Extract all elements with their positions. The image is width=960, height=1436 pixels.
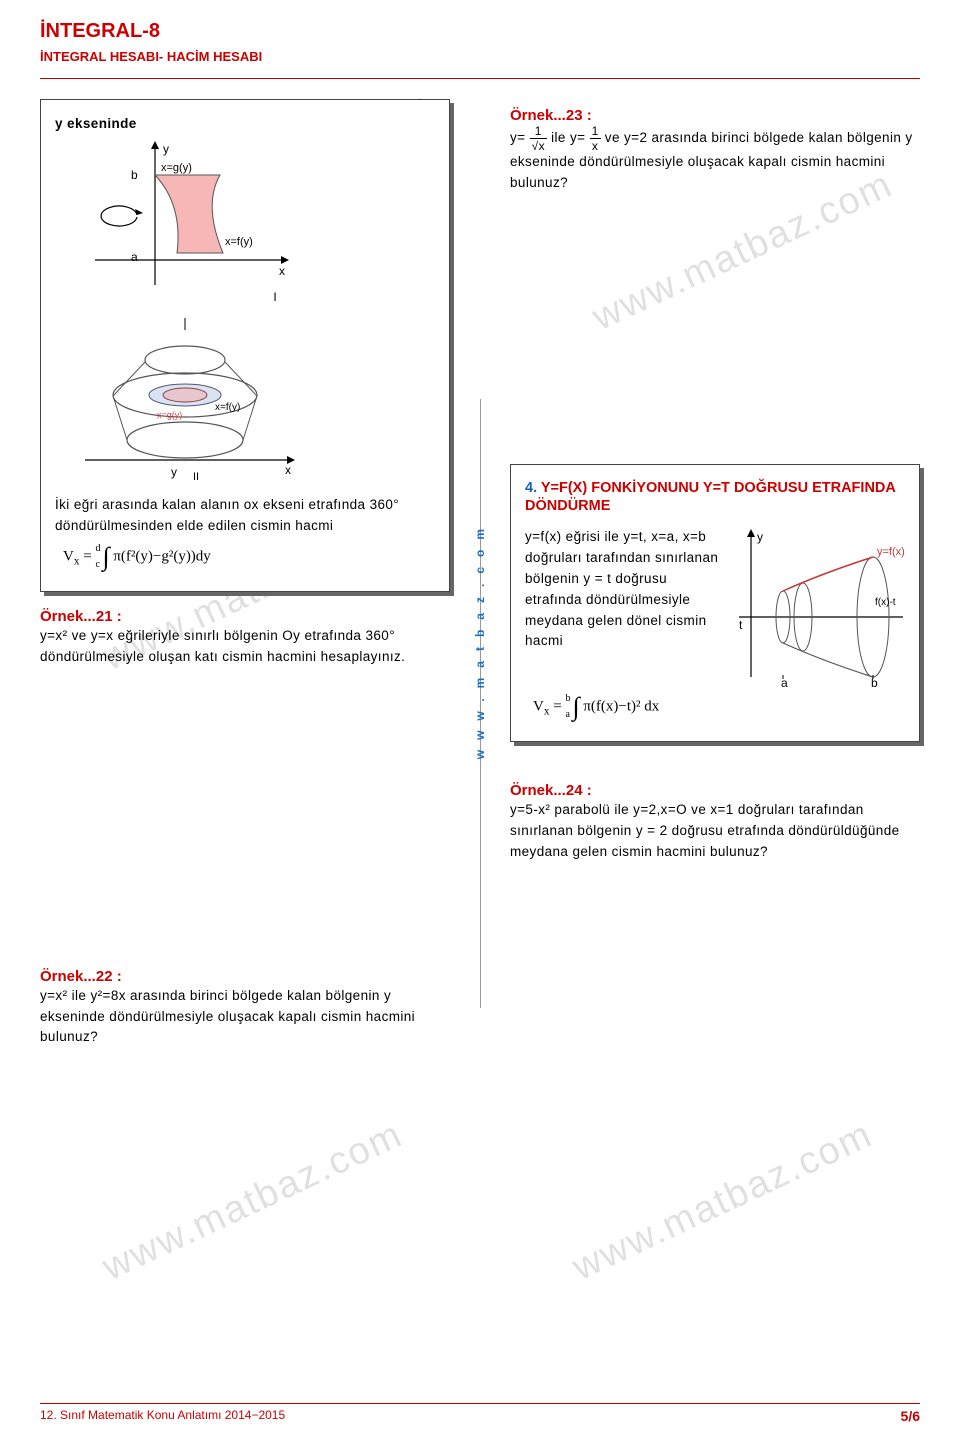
label-xgy: x=g(y)	[161, 162, 192, 174]
watermark: www.matbaz.com	[96, 1113, 409, 1290]
label-a-3: a	[781, 676, 788, 687]
ornek21: Örnek...21 : y=x² ve y=x eğrileriyle sın…	[40, 608, 450, 668]
axis-y-label-3: y	[757, 530, 763, 544]
label-fxt: f(x)-t	[875, 597, 896, 608]
box-y-axis-rotation: y ekseninde y x b a x=g(y) x=f(y)	[40, 99, 450, 592]
formula-two-curves: Vx = dc∫ π(f²(y)−g²(y))dy	[63, 545, 435, 569]
box1-title: y ekseninde	[55, 114, 435, 135]
label-xfy-2: x=f(y)	[215, 402, 240, 413]
axis-x-label-2: x	[285, 463, 291, 477]
right-column: Örnek...23 : y= 1√x ile y= 1x ve y=2 ara…	[490, 99, 920, 1048]
ornek22-label: Örnek...22 :	[40, 968, 122, 985]
box2-intro: İki eğri arasında kalan alanın ox ekseni…	[55, 495, 435, 537]
formula-shift-t: Vx = ba∫ π(f(x)−t)² dx	[533, 695, 905, 719]
ornek23-pre: y=	[510, 130, 530, 145]
formula-sub-x-2: x	[544, 705, 550, 717]
ornek22-text: y=x² ile y²=8x arasında birinci bölgede …	[40, 986, 450, 1049]
label-II: II	[193, 471, 199, 483]
label-t: t	[739, 618, 743, 632]
formula-V: V	[63, 548, 74, 564]
ornek23-text: y= 1√x ile y= 1x ve y=2 arasında birinci…	[510, 125, 920, 194]
ornek21-text: y=x² ve y=x eğrileriyle sınırlı bölgenin…	[40, 626, 450, 668]
ornek23-label: Örnek...23 :	[510, 107, 592, 124]
footer-row: 12. Sınıf Matematik Konu Anlatımı 2014−2…	[40, 1408, 920, 1424]
label-b-3: b	[871, 676, 878, 687]
column-separator: www.matbaz.com	[470, 99, 490, 1048]
axis-x-label: x	[279, 264, 285, 278]
page: İNTEGRAL-8 İNTEGRAL HESABI- HACİM HESABI…	[0, 0, 960, 1436]
section4-body: y=f(x) eğrisi ile y=t, x=a, x=b doğrular…	[525, 527, 725, 687]
int-limits-2: ba	[565, 695, 570, 719]
page-subtitle: İNTEGRAL HESABI- HACİM HESABI	[40, 49, 920, 64]
ornek24-label: Örnek...24 :	[510, 782, 592, 799]
ornek23: Örnek...23 : y= 1√x ile y= 1x ve y=2 ara…	[510, 107, 920, 194]
ornek24-text: y=5-x² parabolü ile y=2,x=O ve x=1 doğru…	[510, 800, 920, 863]
label-xgy-2: x=g(y)	[157, 410, 182, 420]
label-b: b	[131, 168, 138, 182]
ornek22: Örnek...22 : y=x² ile y²=8x arasında bir…	[40, 968, 450, 1049]
formula-V-2: V	[533, 698, 544, 714]
formula-body-2: π(f(x)−t)² dx	[583, 698, 659, 714]
formula-sub-x: x	[74, 555, 80, 567]
diagram-rotate-about-t: y t y=f(x) f(x)-t a b	[733, 527, 905, 687]
limit-b: b	[565, 693, 570, 704]
limit-a: a	[565, 709, 569, 720]
axis-y-label: y	[163, 142, 169, 156]
label-yfx: y=f(x)	[877, 546, 905, 558]
section4-heading: 4. Y=F(X) FONKİYONUNU Y=T DOĞRUSU ETRAFI…	[525, 479, 905, 515]
ornek23-mid: ile y=	[547, 130, 590, 145]
frac-1-sqrtx: 1√x	[530, 125, 547, 152]
diagram-y-axis-curves: y x b a x=g(y) x=f(y)	[55, 135, 315, 295]
footer-rule	[40, 1403, 920, 1404]
footer-left: 12. Sınıf Matematik Konu Anlatımı 2014−2…	[40, 1408, 285, 1424]
watermark: www.matbaz.com	[566, 1113, 879, 1290]
footer: 12. Sınıf Matematik Konu Anlatımı 2014−2…	[40, 1403, 920, 1424]
box-section4: 4. Y=F(X) FONKİYONUNU Y=T DOĞRUSU ETRAFI…	[510, 464, 920, 742]
footer-right: 5/6	[901, 1408, 920, 1424]
limit-c: c	[95, 559, 99, 570]
limit-d: d	[95, 543, 100, 554]
diagram-washer-solid: x y II x=g(y) x=f(y)	[55, 310, 315, 490]
separator-label: www.matbaz.com	[473, 519, 487, 759]
ornek21-label: Örnek...21 :	[40, 608, 122, 625]
int-limits: dc	[95, 545, 100, 569]
columns: y ekseninde y x b a x=g(y) x=f(y)	[40, 99, 920, 1048]
page-title: İNTEGRAL-8	[40, 20, 920, 43]
section4-title: Y=F(X) FONKİYONUNU Y=T DOĞRUSU ETRAFINDA…	[525, 480, 895, 514]
header-rule	[40, 78, 920, 79]
label-a: a	[131, 250, 138, 264]
label-xfy: x=f(y)	[225, 236, 253, 248]
axis-y-label-2: y	[171, 465, 177, 479]
ornek24: Örnek...24 : y=5-x² parabolü ile y=2,x=O…	[510, 782, 920, 863]
formula-body: π(f²(y)−g²(y))dy	[113, 548, 211, 564]
left-column: y ekseninde y x b a x=g(y) x=f(y)	[40, 99, 470, 1048]
section4-num: 4.	[525, 480, 541, 496]
frac-1-x: 1x	[590, 125, 601, 152]
